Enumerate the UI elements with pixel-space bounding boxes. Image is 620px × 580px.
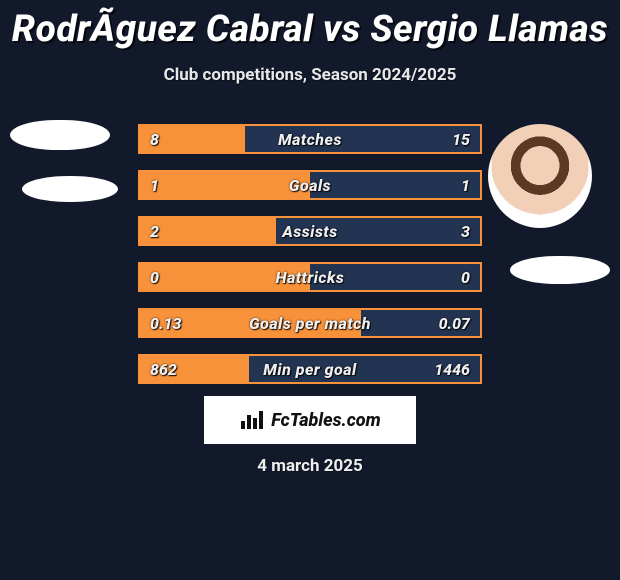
player-right-avatar <box>488 124 592 228</box>
source-badge: FcTables.com <box>204 396 416 444</box>
stat-label: Goals per match <box>140 310 480 336</box>
stat-label: Matches <box>140 126 480 152</box>
snapshot-date: 4 march 2025 <box>0 456 620 476</box>
stat-row: 1Goals1 <box>138 170 482 200</box>
stat-label: Assists <box>140 218 480 244</box>
stat-right-value: 15 <box>452 126 470 152</box>
stat-row: 0Hattricks0 <box>138 262 482 292</box>
stat-row: 0.13Goals per match0.07 <box>138 308 482 338</box>
stat-row: 862Min per goal1446 <box>138 354 482 384</box>
stat-label: Goals <box>140 172 480 198</box>
player-left-club-badge <box>22 176 118 202</box>
stat-bars: 8Matches15 1Goals1 2Assists3 0Hattricks0 0.1… <box>138 124 482 400</box>
stat-right-value: 0.07 <box>439 310 470 336</box>
page-subtitle: Club competitions, Season 2024/2025 <box>0 65 620 85</box>
stat-row: 2Assists3 <box>138 216 482 246</box>
stat-label: Hattricks <box>140 264 480 290</box>
stat-right-value: 1 <box>461 172 470 198</box>
player-right-club-badge <box>510 256 610 284</box>
stat-right-value: 1446 <box>434 356 470 382</box>
player-left-avatar <box>10 120 110 150</box>
comparison-card: RodrÃ­guez Cabral vs Sergio Llamas Club … <box>0 0 620 580</box>
bar-chart-icon <box>239 409 265 431</box>
stat-row: 8Matches15 <box>138 124 482 154</box>
stat-right-value: 0 <box>461 264 470 290</box>
source-badge-text: FcTables.com <box>271 410 380 431</box>
page-title: RodrÃ­guez Cabral vs Sergio Llamas <box>0 0 620 51</box>
stat-label: Min per goal <box>140 356 480 382</box>
stat-right-value: 3 <box>461 218 470 244</box>
